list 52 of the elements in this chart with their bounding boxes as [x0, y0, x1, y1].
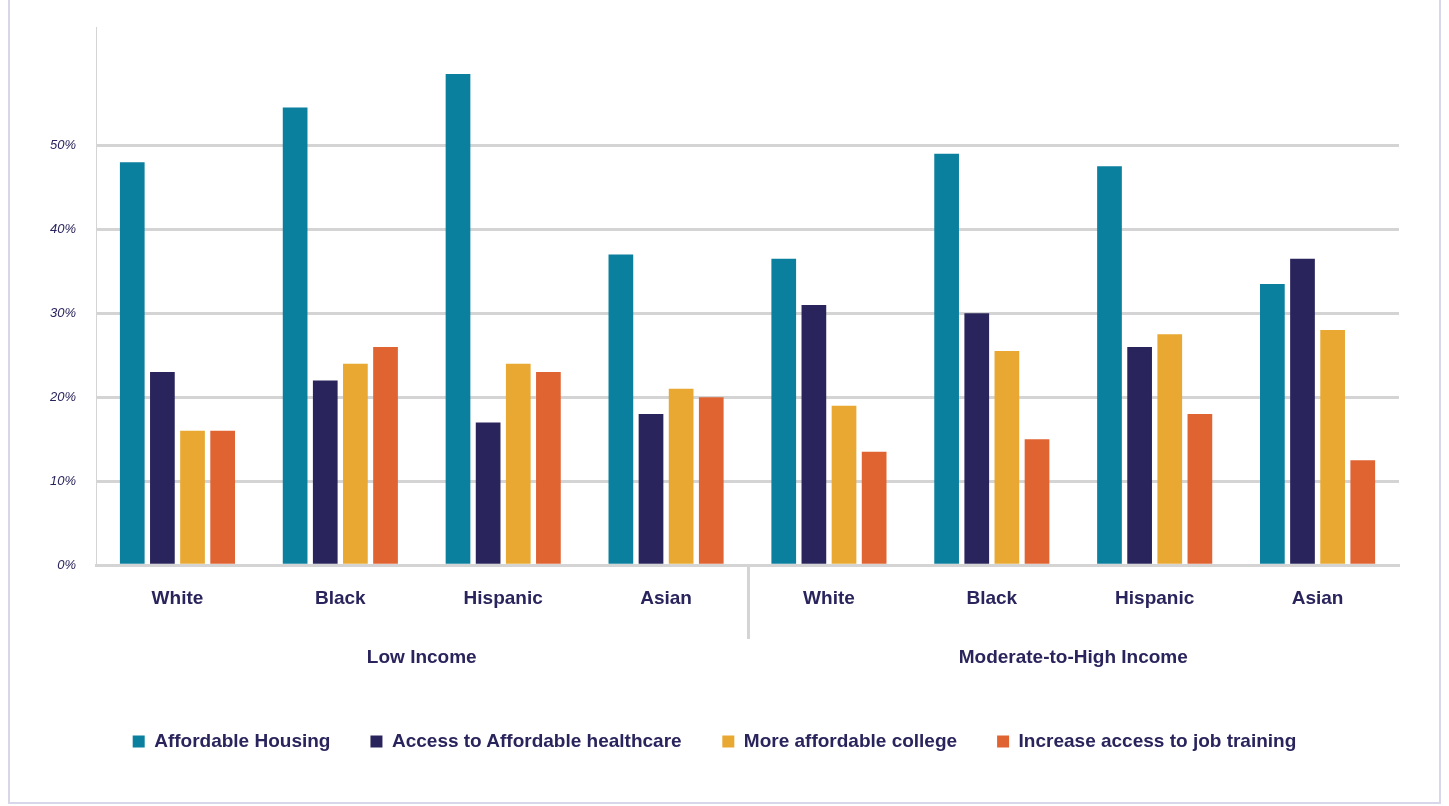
bar	[1290, 258, 1315, 564]
bar	[536, 372, 561, 564]
bar	[831, 405, 857, 564]
y-tick-label: 50%	[49, 136, 77, 152]
legend-label: Increase access to job training	[1018, 729, 1297, 751]
x-tick-label: Asian	[640, 586, 692, 608]
bar	[150, 372, 175, 564]
bar	[668, 388, 694, 564]
x-tick-label: Black	[966, 586, 1018, 608]
text: Low Income	[366, 646, 477, 668]
bar	[1260, 283, 1285, 564]
bar	[312, 380, 338, 564]
bar	[373, 346, 398, 564]
bar	[934, 153, 959, 564]
bar	[1157, 334, 1183, 564]
x-tick-label: Black	[314, 586, 367, 608]
bar	[964, 313, 990, 564]
legend-label: Affordable Housing	[154, 729, 331, 751]
y-tick-label: 20%	[48, 388, 77, 404]
bar	[608, 254, 634, 564]
x-tick-label: Asian	[1291, 586, 1344, 608]
bar	[801, 304, 827, 564]
bar	[1350, 460, 1376, 564]
x-tick-label: Hispanic	[1115, 586, 1195, 608]
y-tick-label: 10%	[49, 472, 77, 488]
x-tick-label: White	[803, 586, 855, 608]
bar	[861, 451, 887, 564]
bar	[282, 107, 308, 564]
bar	[505, 363, 531, 564]
bar	[1097, 166, 1122, 564]
bar	[1024, 439, 1050, 564]
bar	[210, 430, 236, 564]
bar	[1187, 414, 1213, 564]
bar	[994, 351, 1020, 564]
text: Moderate-to-High Income	[958, 646, 1188, 668]
x-tick-label: Hispanic	[463, 586, 544, 608]
bar	[771, 258, 797, 564]
bar	[475, 422, 501, 564]
bar	[343, 363, 368, 564]
bar	[638, 414, 664, 564]
y-tick-label: 0%	[57, 556, 77, 572]
bar	[1127, 346, 1152, 564]
bar	[180, 430, 205, 564]
x-tick-label: White	[151, 586, 204, 608]
bar	[445, 73, 471, 564]
bar	[1320, 330, 1345, 564]
bar	[119, 162, 145, 564]
legend-label: Access to Affordable healthcare	[391, 729, 682, 751]
legend-label: More affordable college	[743, 729, 958, 751]
y-tick-label: 30%	[49, 304, 77, 320]
bar	[698, 397, 724, 564]
y-tick-label: 40%	[49, 220, 77, 236]
